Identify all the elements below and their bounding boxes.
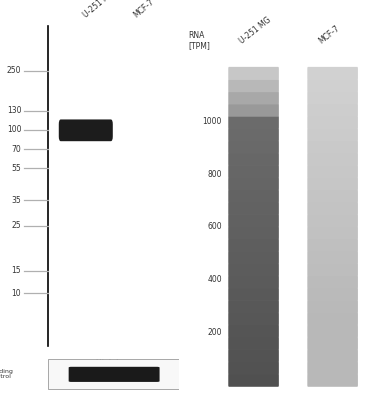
Text: U-251 MG: U-251 MG — [238, 16, 273, 46]
FancyBboxPatch shape — [228, 165, 279, 178]
FancyBboxPatch shape — [69, 367, 160, 382]
Text: 400: 400 — [207, 275, 222, 284]
FancyBboxPatch shape — [307, 312, 358, 326]
Text: MCF-7: MCF-7 — [317, 24, 341, 46]
FancyBboxPatch shape — [307, 325, 358, 338]
FancyBboxPatch shape — [307, 300, 358, 313]
FancyBboxPatch shape — [307, 128, 358, 141]
Text: 200: 200 — [208, 328, 222, 337]
FancyBboxPatch shape — [228, 116, 279, 129]
Text: 25: 25 — [12, 222, 21, 230]
FancyBboxPatch shape — [307, 226, 358, 240]
FancyBboxPatch shape — [307, 362, 358, 374]
Text: 250: 250 — [7, 66, 21, 75]
FancyBboxPatch shape — [307, 79, 358, 92]
FancyBboxPatch shape — [228, 288, 279, 301]
FancyBboxPatch shape — [59, 120, 113, 141]
FancyBboxPatch shape — [228, 79, 279, 92]
Text: MCF-7: MCF-7 — [131, 0, 156, 20]
FancyBboxPatch shape — [307, 190, 358, 203]
Text: 10: 10 — [12, 289, 21, 298]
Text: 600: 600 — [207, 222, 222, 231]
FancyBboxPatch shape — [228, 67, 279, 80]
FancyBboxPatch shape — [228, 374, 279, 387]
FancyBboxPatch shape — [228, 153, 279, 166]
Text: 15: 15 — [12, 266, 21, 275]
FancyBboxPatch shape — [228, 300, 279, 313]
FancyBboxPatch shape — [228, 104, 279, 117]
Text: 130: 130 — [7, 106, 21, 115]
FancyBboxPatch shape — [228, 239, 279, 252]
FancyBboxPatch shape — [228, 190, 279, 203]
FancyBboxPatch shape — [48, 359, 179, 389]
Text: 1000: 1000 — [202, 117, 222, 126]
FancyBboxPatch shape — [228, 312, 279, 326]
FancyBboxPatch shape — [307, 177, 358, 190]
Text: 100: 100 — [7, 126, 21, 134]
FancyBboxPatch shape — [307, 140, 358, 154]
FancyBboxPatch shape — [228, 202, 279, 215]
FancyBboxPatch shape — [228, 276, 279, 288]
FancyBboxPatch shape — [307, 239, 358, 252]
FancyBboxPatch shape — [307, 251, 358, 264]
FancyBboxPatch shape — [228, 92, 279, 104]
Text: 800: 800 — [208, 170, 222, 178]
FancyBboxPatch shape — [228, 337, 279, 350]
FancyBboxPatch shape — [307, 202, 358, 215]
FancyBboxPatch shape — [228, 226, 279, 240]
Text: 55: 55 — [11, 164, 21, 173]
FancyBboxPatch shape — [228, 140, 279, 154]
Text: U-251 MG: U-251 MG — [81, 0, 116, 20]
Text: Loading
Control: Loading Control — [0, 369, 13, 379]
FancyBboxPatch shape — [228, 251, 279, 264]
FancyBboxPatch shape — [307, 165, 358, 178]
FancyBboxPatch shape — [307, 349, 358, 362]
Text: RNA
[TPM]: RNA [TPM] — [188, 31, 210, 50]
FancyBboxPatch shape — [307, 153, 358, 166]
Text: 35: 35 — [11, 196, 21, 205]
FancyBboxPatch shape — [307, 104, 358, 117]
FancyBboxPatch shape — [228, 263, 279, 276]
Text: 70: 70 — [11, 145, 21, 154]
FancyBboxPatch shape — [228, 349, 279, 362]
FancyBboxPatch shape — [228, 325, 279, 338]
FancyBboxPatch shape — [228, 128, 279, 141]
FancyBboxPatch shape — [307, 337, 358, 350]
FancyBboxPatch shape — [307, 67, 358, 80]
FancyBboxPatch shape — [228, 362, 279, 374]
FancyBboxPatch shape — [228, 214, 279, 227]
FancyBboxPatch shape — [307, 374, 358, 387]
FancyBboxPatch shape — [307, 263, 358, 276]
Text: High Low: High Low — [96, 359, 131, 368]
FancyBboxPatch shape — [307, 92, 358, 104]
FancyBboxPatch shape — [228, 177, 279, 190]
FancyBboxPatch shape — [307, 214, 358, 227]
FancyBboxPatch shape — [307, 276, 358, 288]
FancyBboxPatch shape — [307, 288, 358, 301]
FancyBboxPatch shape — [307, 116, 358, 129]
